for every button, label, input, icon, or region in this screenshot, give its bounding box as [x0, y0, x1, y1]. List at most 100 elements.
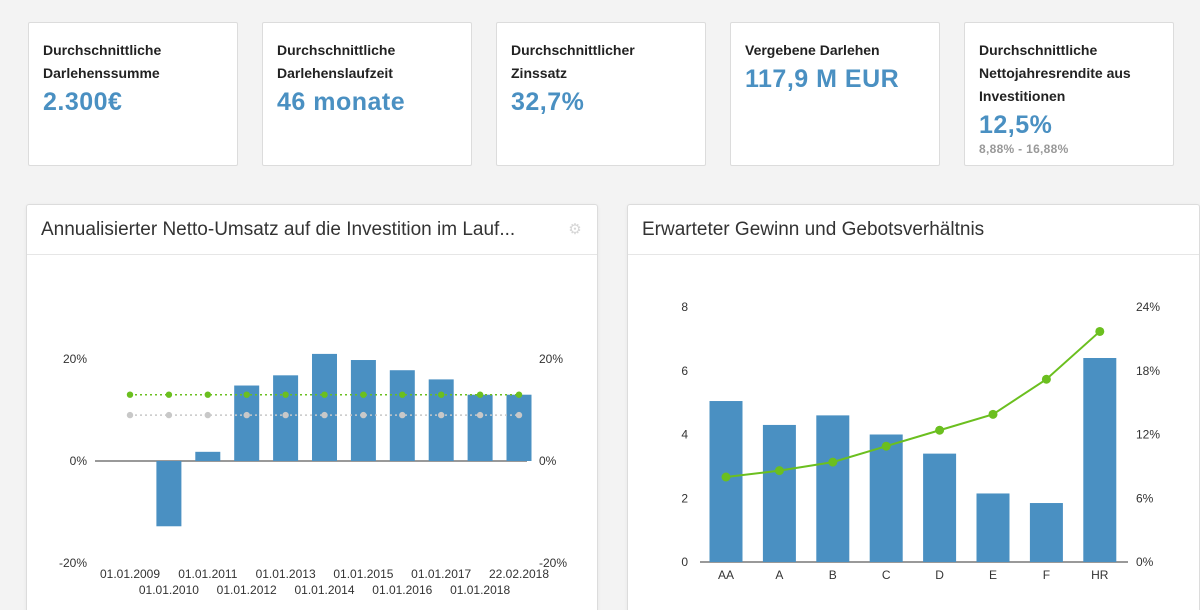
kpi-card-loans-issued: Vergebene Darlehen 117,9 M EUR [730, 22, 940, 166]
line-point [321, 411, 328, 419]
line-point [515, 411, 523, 419]
y-tick-label: 0 [681, 555, 688, 569]
bar [869, 434, 903, 562]
y2-tick-label: 0% [1136, 555, 1154, 569]
x-tick-label: 01.01.2014 [294, 583, 354, 597]
line-point [774, 466, 784, 476]
kpi-label: Durchschnittliche Nettojahresrendite aus… [979, 42, 1131, 104]
bar [350, 360, 376, 461]
panel-title: Annualisierter Netto-Umsatz auf die Inve… [41, 218, 516, 240]
panel-title: Erwarteter Gewinn und Gebotsverhältnis [642, 218, 985, 240]
y-tick-label: 4 [681, 428, 688, 442]
y2-tick-label: 20% [539, 352, 563, 366]
kpi-label: Durchschnittliche Darlehenslaufzeit [277, 42, 396, 81]
kpi-value: 32,7% [511, 88, 585, 116]
kpi-label: Vergebene Darlehen [745, 42, 880, 58]
bar [709, 401, 743, 562]
y-tick-label: 2 [681, 491, 688, 505]
line-point [165, 411, 173, 419]
y2-tick-label: -20% [539, 556, 567, 570]
line-point [282, 411, 289, 419]
x-tick-label: E [989, 568, 997, 582]
line-point [1095, 326, 1105, 336]
kpi-value: 12,5% [979, 111, 1053, 139]
line-point [988, 409, 998, 419]
y-tick-label: 0% [70, 454, 88, 468]
kpi-card-net-annual-return: Durchschnittliche Nettojahresrendite aus… [964, 22, 1174, 166]
kpi-card-average-loan-term: Durchschnittliche Darlehenslaufzeit 46 m… [262, 22, 472, 166]
bar [156, 461, 182, 527]
x-tick-label: A [775, 568, 783, 582]
line-point [828, 457, 838, 467]
y-tick-label: 6 [681, 364, 688, 378]
y2-tick-label: 12% [1136, 428, 1160, 442]
line-point [438, 411, 445, 419]
line-point [515, 391, 523, 398]
kpi-value: 46 monate [277, 88, 406, 116]
bar [762, 424, 796, 562]
x-tick-label: 01.01.2010 [139, 583, 199, 597]
x-tick-label: F [1043, 568, 1050, 582]
chart-annualized-return: 20% 0% -20% 20% 0% -20% 01.01.2009 01.01.2010 01… [59, 352, 567, 597]
line-point [721, 472, 731, 482]
y2-tick-label: 0% [539, 454, 557, 468]
line-point [881, 441, 891, 451]
bar [467, 394, 493, 461]
line-point [321, 391, 328, 398]
line-point [126, 391, 134, 398]
kpi-value: 2.300€ [43, 88, 123, 116]
kpi-range: 8,88% - 16,88% [979, 142, 1069, 156]
panel-header: Erwarteter Gewinn und Gebotsverhältnis [628, 205, 1199, 255]
bar [312, 353, 337, 461]
y2-tick-label: 6% [1136, 491, 1154, 505]
line-point [1041, 374, 1051, 384]
kpi-label: Durchschnittliche Darlehenssumme [43, 42, 162, 81]
bar [195, 451, 221, 461]
bar [1029, 503, 1063, 562]
gear-icon[interactable]: ⚙ [568, 220, 582, 238]
y-tick-label: 20% [63, 352, 87, 366]
line-point [243, 391, 250, 398]
kpi-card-average-loan-amount: Durchschnittliche Darlehenssumme 2.300€ [28, 22, 238, 166]
kpi-card-average-interest-rate: Durchschnittlicher Zinssatz 32,7% [496, 22, 706, 166]
x-tick-label: 01.01.2015 [333, 567, 393, 581]
line-point [126, 411, 134, 419]
line-point [204, 411, 211, 419]
y2-tick-label: 18% [1136, 364, 1160, 378]
x-tick-label: AA [718, 568, 734, 582]
panel-expected-profit: Erwarteter Gewinn und Gebotsverhältnis 0… [627, 204, 1200, 610]
line-point [243, 411, 250, 419]
line-point [935, 425, 945, 435]
line-point [282, 391, 289, 398]
line-point [476, 391, 484, 398]
x-tick-label: HR [1091, 568, 1109, 582]
panel-header: Annualisierter Netto-Umsatz auf die Inve… [27, 205, 597, 255]
x-tick-label: 01.01.2012 [217, 583, 277, 597]
kpi-label: Durchschnittlicher Zinssatz [511, 42, 635, 81]
x-tick-label: 01.01.2018 [450, 583, 510, 597]
line-point [360, 391, 367, 398]
y-tick-label: -20% [59, 556, 87, 570]
x-tick-label: 22.02.2018 [489, 567, 549, 581]
line-point [204, 391, 211, 398]
x-tick-label: 01.01.2009 [100, 567, 160, 581]
x-tick-label: 01.01.2017 [411, 567, 471, 581]
line-point [360, 411, 367, 419]
line-point [476, 411, 484, 419]
bar [976, 493, 1010, 562]
x-tick-label: 01.01.2016 [372, 583, 432, 597]
bar [1083, 358, 1117, 562]
line-point [399, 411, 406, 419]
kpi-value: 117,9 M EUR [745, 65, 900, 93]
y2-tick-label: 24% [1136, 300, 1160, 314]
bar [234, 385, 260, 461]
x-tick-label: C [882, 568, 891, 582]
bar [816, 415, 850, 562]
y-tick-label: 8 [681, 300, 688, 314]
line-point [165, 391, 173, 398]
bar [923, 453, 957, 562]
panel-annualized-return: Annualisierter Netto-Umsatz auf die Inve… [26, 204, 598, 610]
x-tick-label: 01.01.2011 [178, 567, 237, 581]
x-tick-label: D [935, 568, 944, 582]
